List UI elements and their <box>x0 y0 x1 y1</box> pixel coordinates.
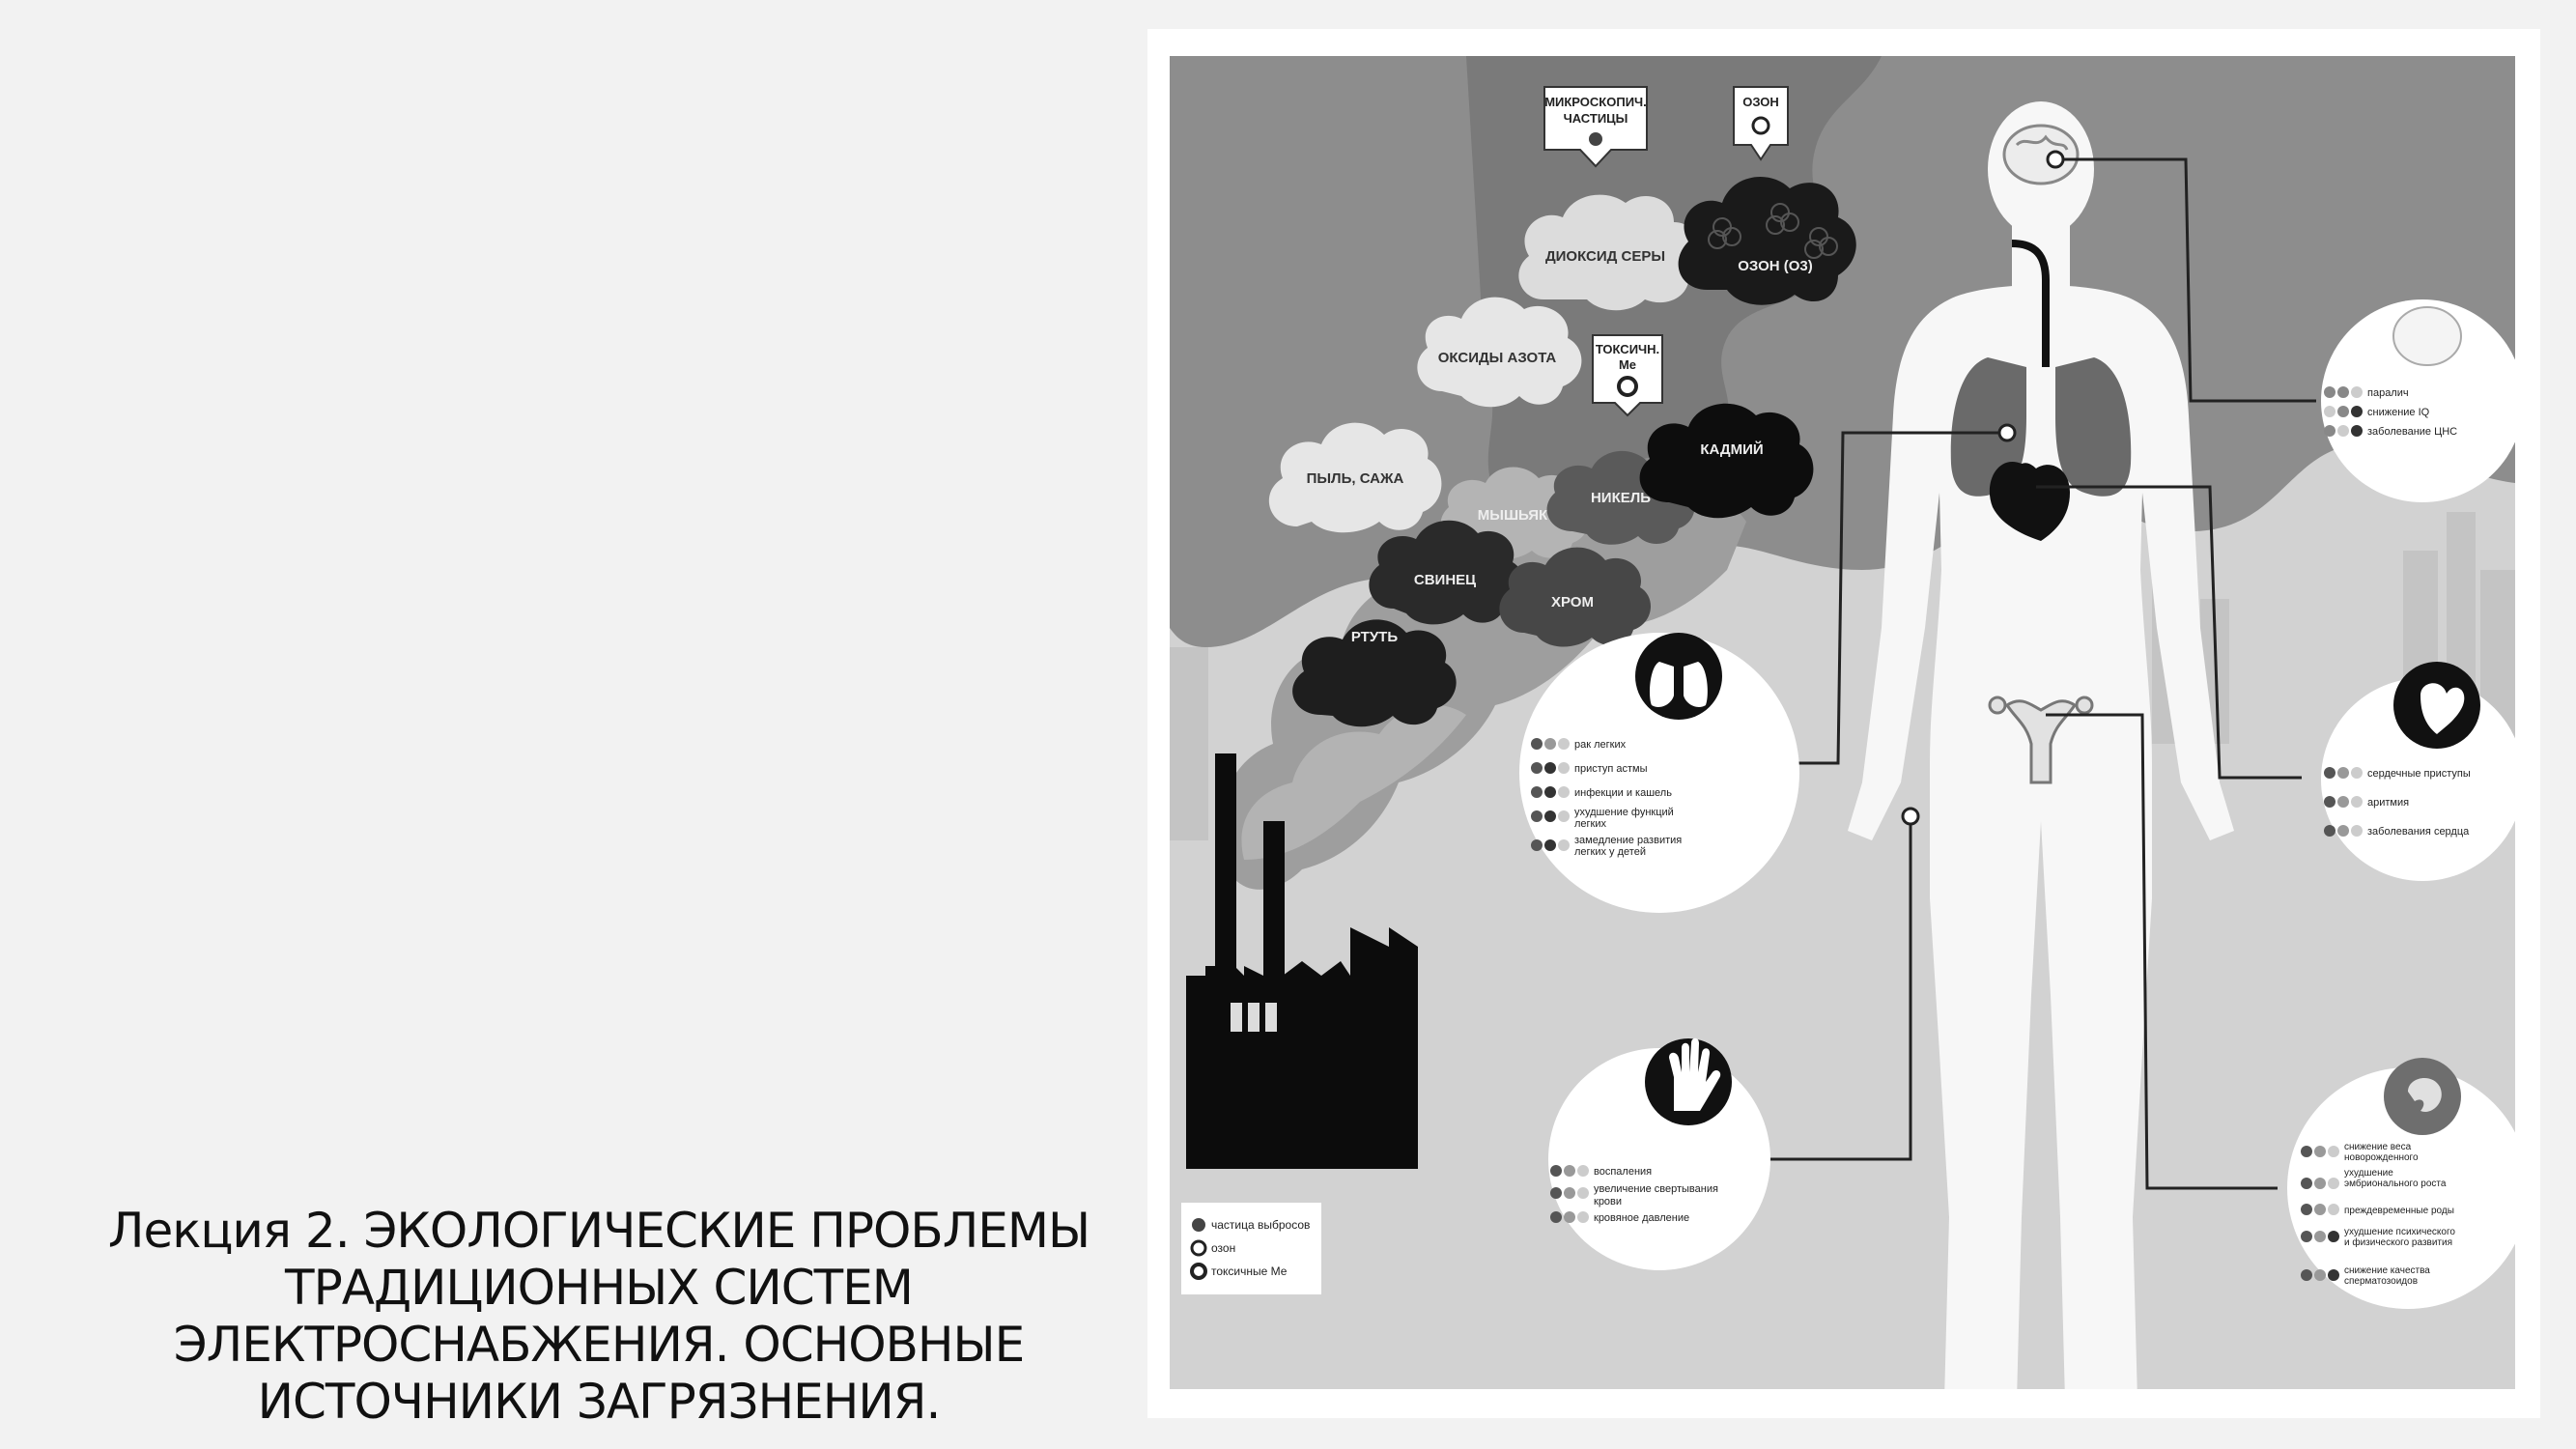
factory-icon <box>1186 753 1418 1169</box>
cloud-chrome: ХРОМ <box>1499 547 1651 647</box>
repro-effect-6: ухудшение психического <box>2344 1227 2455 1237</box>
cloud-lead-label: СВИНЕЦ <box>1414 572 1476 588</box>
cloud-ozone-o3-label: ОЗОН (О3) <box>1738 258 1813 274</box>
toxic-icon <box>1617 376 1638 397</box>
ozone-molecules <box>1708 203 1838 259</box>
sign-micro-line-1: МИКРОСКОПИЧ. <box>1544 95 1647 109</box>
title-line-4: ИСТОЧНИКИ ЗАГРЯЗНЕНИЯ. <box>257 1374 942 1430</box>
infographic-frame: МИКРОСКОПИЧ. ЧАСТИЦЫ ОЗОН ТОКСИЧН. Ме ДИ… <box>1147 29 2540 1418</box>
repro-effect-3: ухудшение <box>2344 1168 2393 1179</box>
heart-effect-3: заболевания сердца <box>2367 826 2470 838</box>
airway <box>2011 240 2050 367</box>
sign-ozone-label: ОЗОН <box>1742 95 1779 109</box>
lung-effects-panel: рак легких приступ астмы инфекции и каше… <box>1519 633 1799 913</box>
sign-ozone: ОЗОН <box>1733 86 1789 161</box>
brain-effects-panel: паралич снижение IQ заболевание ЦНС <box>2321 299 2515 502</box>
cloud-chrome-label: ХРОМ <box>1551 594 1594 611</box>
cloud-sulfur-label: ДИОКСИД СЕРЫ <box>1545 248 1665 265</box>
blood-effect-2: увеличение свертывания <box>1594 1183 1718 1195</box>
uterus-icon <box>1988 696 2094 784</box>
repro-effect-1: снижение веса <box>2344 1142 2412 1152</box>
title-line-1: Лекция 2. ЭКОЛОГИЧЕСКИЕ ПРОБЛЕМЫ <box>107 1203 1090 1259</box>
blood-effect-3: крови <box>1594 1196 1622 1208</box>
lung-effect-1: рак легких <box>1574 739 1627 751</box>
legend-toxic-metals: токсичные Ме <box>1211 1264 1288 1278</box>
cloud-cadmium-label: КАДМИЙ <box>1700 440 1763 458</box>
lung-effect-6: замедление развития <box>1574 835 1682 846</box>
cloud-mercury-label: РТУТЬ <box>1351 629 1398 645</box>
particle-icon <box>1589 132 1602 146</box>
sign-micro-particles: МИКРОСКОПИЧ. ЧАСТИЦЫ <box>1543 86 1648 168</box>
repro-effect-2: новорожденного <box>2344 1152 2419 1163</box>
cloud-nickel-label: НИКЕЛЬ <box>1591 490 1651 506</box>
cloud-cadmium: КАДМИЙ <box>1639 403 1814 519</box>
blood-effect-4: кровяное давление <box>1594 1212 1689 1224</box>
sign-toxic-line-2: Ме <box>1619 357 1636 372</box>
cloud-ozone-o3: ОЗОН (О3) <box>1678 177 1856 305</box>
legend-ozone: озон <box>1211 1241 1235 1255</box>
blood-effect-1: воспаления <box>1594 1166 1652 1178</box>
factory-windows <box>1231 1003 1277 1032</box>
sign-toxic-line-1: ТОКСИЧН. <box>1596 342 1659 356</box>
repro-effect-4: эмбрионального роста <box>2344 1178 2447 1189</box>
brain-effect-2: снижение IQ <box>2367 407 2430 418</box>
lung-effect-2: приступ астмы <box>1574 763 1648 775</box>
brain-effect-1: паралич <box>2367 387 2409 399</box>
repro-effect-8: снижение качества <box>2344 1265 2430 1276</box>
cloud-sulfur-dioxide: ДИОКСИД СЕРЫ <box>1518 194 1699 311</box>
brain-outline-icon <box>2392 306 2462 366</box>
legend: частица выбросов озон токсичные Ме <box>1181 1203 1321 1294</box>
repro-effect-9: сперматозоидов <box>2344 1276 2418 1287</box>
lungs-icon <box>1950 357 2132 497</box>
lung-effect-4: ухудшение функций <box>1574 807 1674 818</box>
cloud-dust-soot: ПЫЛЬ, САЖА <box>1268 422 1442 533</box>
cloud-arsenic-label: МЫШЬЯК <box>1478 507 1548 524</box>
cloud-mercury: РТУТЬ <box>1292 619 1457 727</box>
ozone-icon <box>1751 116 1770 135</box>
repro-effect-5: преждевременные роды <box>2344 1206 2454 1216</box>
lung-effect-7: легких у детей <box>1574 846 1646 858</box>
title-line-3: ЭЛЕКТРОСНАБЖЕНИЯ. ОСНОВНЫЕ <box>173 1317 1025 1373</box>
cloud-dust-label: ПЫЛЬ, САЖА <box>1307 470 1404 487</box>
heart-icon <box>1989 462 2070 541</box>
cloud-nitrogen-oxides: ОКСИДЫ АЗОТА <box>1417 297 1582 408</box>
legend-emission-particle: частица выбросов <box>1211 1218 1310 1232</box>
hand-icon <box>1669 1037 1721 1111</box>
heart-effect-2: аритмия <box>2367 797 2409 809</box>
sign-toxic-metals: ТОКСИЧН. Ме <box>1592 334 1663 417</box>
pollution-infographic: МИКРОСКОПИЧ. ЧАСТИЦЫ ОЗОН ТОКСИЧН. Ме ДИ… <box>1170 56 2515 1389</box>
heart-effect-1: сердечные приступы <box>2367 768 2471 780</box>
title-line-2: ТРАДИЦИОННЫХ СИСТЕМ <box>285 1260 914 1316</box>
lung-effect-5: легких <box>1574 818 1607 830</box>
blood-effects-panel: воспаления увеличение свертывания крови … <box>1548 1037 1770 1270</box>
lung-effect-3: инфекции и кашель <box>1574 787 1672 799</box>
lung-badge-icon <box>1635 633 1722 720</box>
cloud-lead: СВИНЕЦ <box>1369 520 1523 625</box>
brain-effect-3: заболевание ЦНС <box>2367 426 2457 438</box>
slide-title: Лекция 2. ЭКОЛОГИЧЕСКИЕ ПРОБЛЕМЫ ТРАДИЦИ… <box>39 1203 1159 1431</box>
brain-icon <box>2002 124 2080 185</box>
cloud-nitrogen-label: ОКСИДЫ АЗОТА <box>1438 350 1557 366</box>
heart-effects-panel: сердечные приступы аритмия заболевания с… <box>2321 662 2515 881</box>
sign-micro-line-2: ЧАСТИЦЫ <box>1564 111 1628 126</box>
reproductive-effects-panel: снижение веса новорожденного ухудшение э… <box>2287 1058 2515 1309</box>
repro-effect-7: и физического развития <box>2344 1236 2452 1248</box>
